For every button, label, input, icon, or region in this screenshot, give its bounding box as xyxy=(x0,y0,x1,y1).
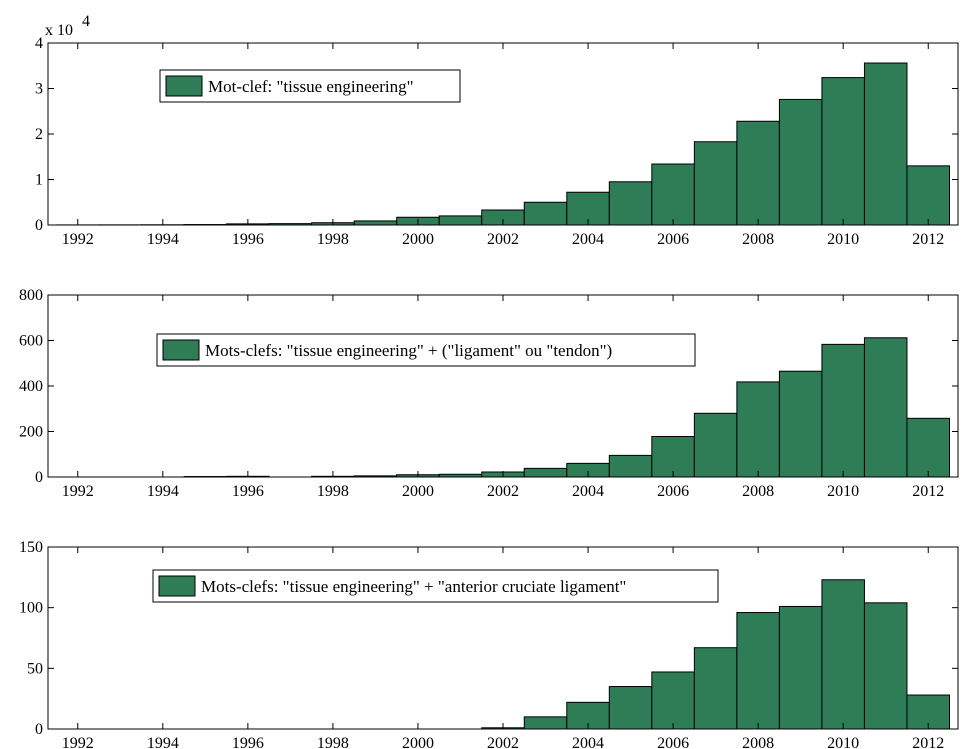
legend: Mots-clefs: "tissue engineering" + "ante… xyxy=(152,569,719,603)
bar xyxy=(651,163,695,226)
bar-series xyxy=(183,337,950,478)
legend-swatch xyxy=(158,575,196,597)
bar xyxy=(736,381,780,478)
x-tick-label: 2004 xyxy=(572,735,604,749)
y-tick-label: 150 xyxy=(19,539,43,556)
x-tick-label: 1992 xyxy=(62,231,94,248)
x-tick-label: 2008 xyxy=(742,483,774,500)
bar xyxy=(608,454,653,478)
bar xyxy=(268,223,313,226)
legend-swatch xyxy=(162,339,200,361)
x-tick-label: 2000 xyxy=(402,735,434,749)
y-tick-label: 2 xyxy=(35,126,43,143)
y-tick-label: 600 xyxy=(19,333,43,350)
x-tick-label: 1996 xyxy=(232,231,264,248)
bar xyxy=(353,220,398,226)
y-multiplier-label: x 10 xyxy=(45,22,73,39)
y-tick-label: 50 xyxy=(27,660,43,677)
y-tick-label: 200 xyxy=(19,424,43,441)
bar xyxy=(863,337,908,478)
bar xyxy=(523,201,568,226)
x-tick-label: 2004 xyxy=(572,231,604,248)
bar xyxy=(736,120,780,226)
bar xyxy=(353,475,398,478)
y-tick-label: 1 xyxy=(35,172,43,189)
bar xyxy=(693,412,738,478)
x-tick-label: 2010 xyxy=(827,735,859,749)
bar xyxy=(906,165,950,226)
x-tick-label: 2000 xyxy=(402,231,434,248)
x-tick-label: 2012 xyxy=(912,231,944,248)
legend-box xyxy=(156,333,696,367)
bar xyxy=(821,343,865,478)
x-tick-label: 2006 xyxy=(657,483,689,500)
y-tick-label: 0 xyxy=(35,217,43,234)
y-multiplier-exponent: 4 xyxy=(82,13,90,30)
bar xyxy=(693,141,738,226)
bar xyxy=(778,370,823,478)
bar xyxy=(693,647,738,730)
legend-label: Mots-clefs: "tissue engineering" + ("lig… xyxy=(205,341,612,360)
legend-label: Mot-clef: "tissue engineering" xyxy=(208,77,414,96)
x-tick-label: 2010 xyxy=(827,231,859,248)
bar xyxy=(821,579,865,730)
x-tick-label: 1992 xyxy=(62,735,94,749)
bar xyxy=(906,417,950,478)
x-tick-label: 2004 xyxy=(572,483,604,500)
bar-series xyxy=(56,62,950,226)
bar xyxy=(736,612,780,730)
bar xyxy=(651,436,695,478)
x-tick-label: 1994 xyxy=(147,735,179,749)
bar xyxy=(651,671,695,730)
y-tick-label: 0 xyxy=(35,721,43,738)
bar xyxy=(863,62,908,226)
bar-series xyxy=(481,579,950,730)
x-tick-label: 2002 xyxy=(487,231,519,248)
bar xyxy=(863,602,908,730)
bar xyxy=(608,686,653,730)
bar xyxy=(523,716,568,730)
x-tick-label: 2008 xyxy=(742,735,774,749)
bar xyxy=(778,605,823,730)
x-tick-label: 2010 xyxy=(827,483,859,500)
x-tick-label: 2002 xyxy=(487,483,519,500)
x-tick-label: 1992 xyxy=(62,483,94,500)
legend-swatch xyxy=(165,75,203,97)
y-tick-label: 400 xyxy=(19,378,43,395)
x-tick-label: 1996 xyxy=(232,483,264,500)
x-tick-label: 1994 xyxy=(147,231,179,248)
legend-box xyxy=(152,569,719,603)
x-tick-label: 2006 xyxy=(657,231,689,248)
bar xyxy=(523,467,568,478)
y-tick-label: 0 xyxy=(35,469,43,486)
x-tick-label: 2012 xyxy=(912,735,944,749)
x-tick-label: 1998 xyxy=(317,231,349,248)
x-tick-label: 2006 xyxy=(657,735,689,749)
x-tick-label: 2002 xyxy=(487,735,519,749)
y-tick-label: 4 xyxy=(35,35,43,52)
bar xyxy=(438,215,483,226)
x-tick-label: 1998 xyxy=(317,483,349,500)
chart-panel-3: 1992 1994 1996 1998 2000 2002 2004 2006 2008 2010… xyxy=(19,539,959,749)
bar xyxy=(821,77,865,226)
bar xyxy=(778,98,823,226)
x-tick-label: 2012 xyxy=(912,483,944,500)
legend: Mot-clef: "tissue engineering" xyxy=(159,69,461,103)
x-tick-label: 1998 xyxy=(317,735,349,749)
bar xyxy=(608,181,653,226)
y-tick-label: 800 xyxy=(19,287,43,304)
x-tick-label: 1994 xyxy=(147,483,179,500)
y-tick-label: 100 xyxy=(19,600,43,617)
bar xyxy=(438,473,483,478)
y-tick-label: 3 xyxy=(35,81,43,98)
legend-label: Mots-clefs: "tissue engineering" + "ante… xyxy=(201,577,626,596)
x-tick-label: 2008 xyxy=(742,231,774,248)
chart-panel-2: 1992 1994 1996 1998 2000 2002 2004 2006 2008 2010… xyxy=(19,287,959,500)
legend-box xyxy=(159,69,461,103)
x-tick-label: 2000 xyxy=(402,483,434,500)
chart-panel-1: 1992 1994 1996 1998 2000 2002 2004 2006 2008 2010… xyxy=(35,13,959,248)
x-tick-label: 1996 xyxy=(232,735,264,749)
legend: Mots-clefs: "tissue engineering" + ("lig… xyxy=(156,333,696,367)
